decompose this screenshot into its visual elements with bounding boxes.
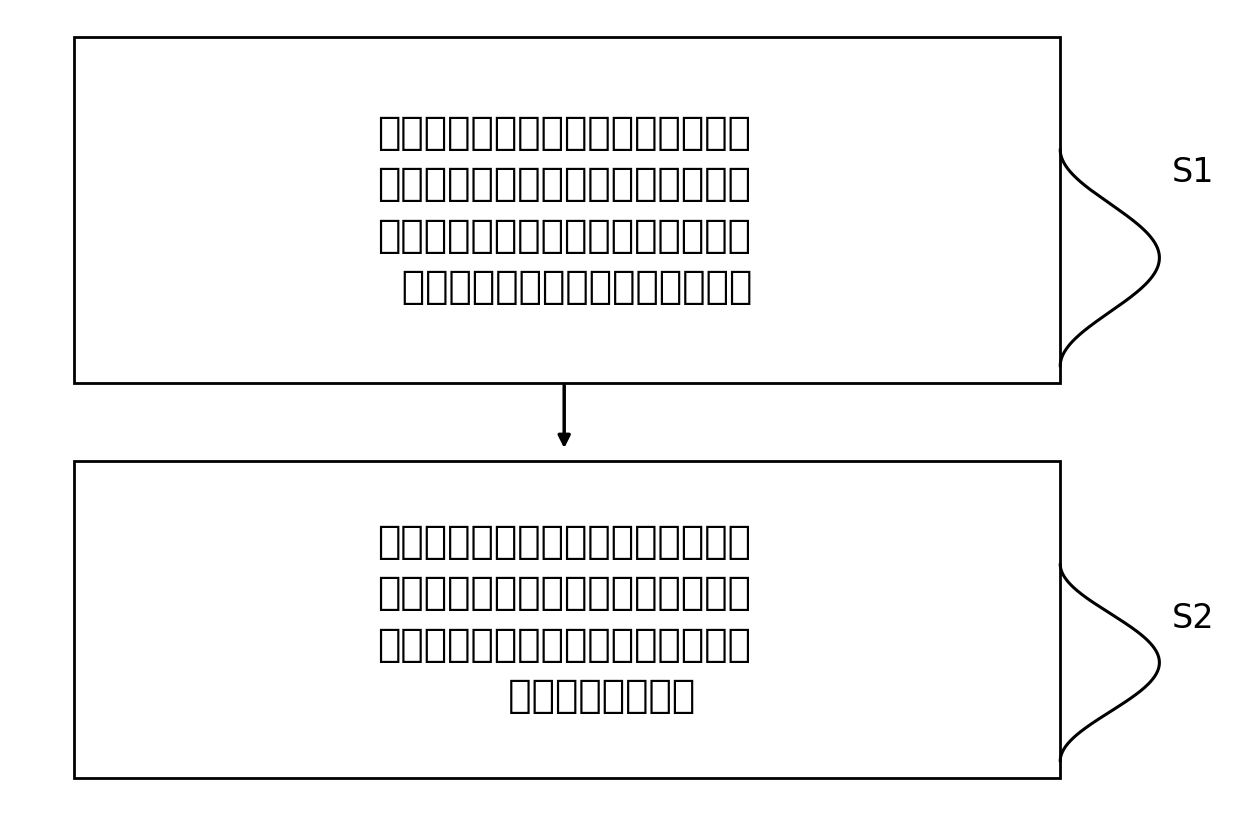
Text: S1: S1 (1172, 156, 1214, 189)
Bar (74, 37, 1060, 383)
Text: S2: S2 (1172, 602, 1214, 635)
Text: 当接收到步进传感器检测到分拣小车
经过时所触发的检测信号时，启动所
述第一灰度仪拍摄当前经过的分拣小
  车的照片并对该照片进行检测分析: 当接收到步进传感器检测到分拣小车 经过时所触发的检测信号时，启动所 述第一灰度仪… (377, 114, 751, 306)
Text: 根据所述第一灰度仪的检测分析结果
确定分拣小车的第一装载状态，所述
第一装载状态包括：无件状态、单件
      状态以及多件状态: 根据所述第一灰度仪的检测分析结果 确定分拣小车的第一装载状态，所述 第一装载状态… (377, 523, 751, 715)
Bar (74, 461, 1060, 778)
